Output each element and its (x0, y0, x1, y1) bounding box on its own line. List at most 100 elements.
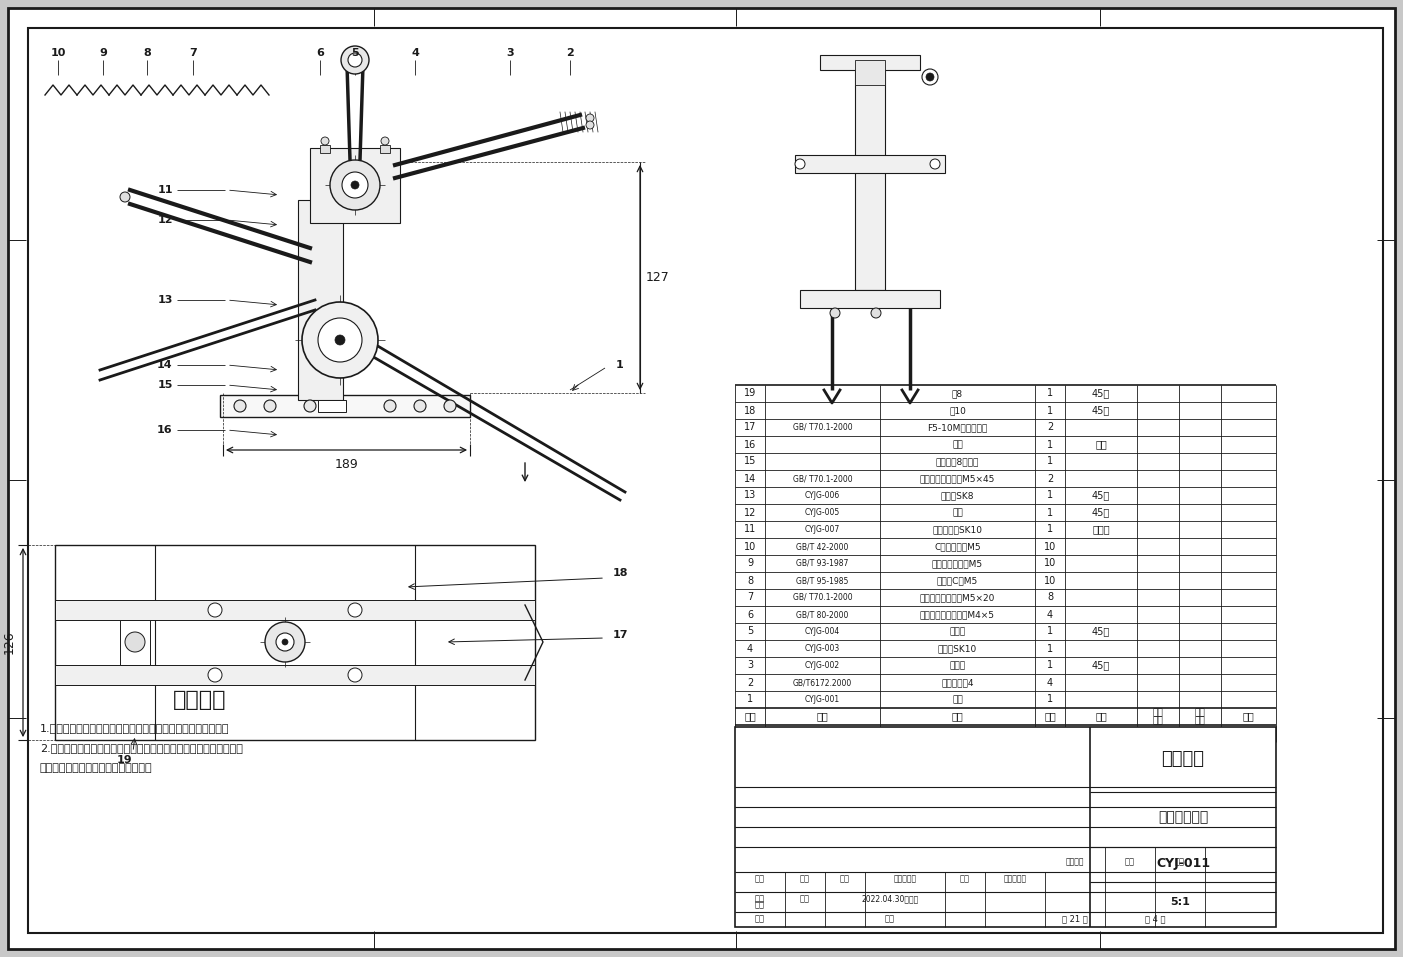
Text: GB/ T70.1-2000: GB/ T70.1-2000 (793, 423, 852, 432)
Text: 5:1: 5:1 (1170, 897, 1190, 907)
Text: 年、月、日: 年、月、日 (1003, 875, 1027, 883)
Text: 2.零件在装配前必须清理和清洗干净，不得有毛刺、飞边、氧化皮、: 2.零件在装配前必须清理和清洗干净，不得有毛刺、飞边、氧化皮、 (41, 743, 243, 753)
Text: 1.零件加工表面上，不应有划痕、擦伤等损伤零件表面的缺陷。: 1.零件加工表面上，不应有划痕、擦伤等损伤零件表面的缺陷。 (41, 723, 230, 733)
Text: 底板: 底板 (953, 440, 962, 449)
Text: 总计: 总计 (1194, 708, 1205, 718)
Circle shape (348, 603, 362, 617)
Text: 5: 5 (351, 48, 359, 58)
Text: 127: 127 (647, 271, 669, 284)
Text: 4: 4 (746, 643, 753, 654)
Text: 单件: 单件 (1153, 708, 1163, 718)
Text: 15: 15 (744, 456, 756, 466)
Text: 1: 1 (1047, 389, 1054, 398)
Text: 18: 18 (744, 406, 756, 415)
Bar (735, 727, 1275, 927)
Text: 45钢: 45钢 (1092, 389, 1110, 398)
Text: 1: 1 (1047, 660, 1054, 671)
Text: 10: 10 (51, 48, 66, 58)
Bar (55, 600, 535, 620)
Text: 8: 8 (746, 575, 753, 586)
Text: 序号: 序号 (744, 711, 756, 722)
Text: 45钢: 45钢 (1092, 406, 1110, 415)
Text: 45钢: 45钢 (1092, 660, 1110, 671)
Circle shape (125, 632, 145, 652)
Bar (318, 400, 347, 412)
Bar (800, 290, 940, 308)
Text: 1: 1 (616, 360, 624, 370)
Text: 共 21 张: 共 21 张 (1062, 915, 1087, 924)
Text: GB/T6172.2000: GB/T6172.2000 (793, 678, 852, 687)
Text: 工艺: 工艺 (755, 915, 765, 924)
Text: GB/ T70.1-2000: GB/ T70.1-2000 (793, 474, 852, 483)
Circle shape (282, 639, 288, 645)
Text: 17: 17 (744, 422, 756, 433)
Text: 3: 3 (746, 660, 753, 671)
Text: GB/T 95-1985: GB/T 95-1985 (797, 576, 849, 585)
Text: 10: 10 (1044, 542, 1056, 551)
Text: 4: 4 (1047, 678, 1054, 687)
Circle shape (318, 318, 362, 362)
Text: 秧叉: 秧叉 (953, 695, 962, 704)
Circle shape (586, 114, 593, 122)
Text: 内六角圆柱头螺钉M5×20: 内六角圆柱头螺钉M5×20 (920, 593, 995, 602)
Text: 颜冲: 颜冲 (800, 895, 810, 903)
Text: 126: 126 (3, 631, 15, 655)
Text: GB/T 42-2000: GB/T 42-2000 (797, 542, 849, 551)
Circle shape (321, 137, 328, 145)
Text: 审核: 审核 (755, 901, 765, 909)
Text: 1: 1 (1047, 491, 1054, 501)
Text: 10: 10 (744, 542, 756, 551)
Text: 10: 10 (1044, 559, 1056, 568)
Circle shape (276, 633, 295, 651)
Bar (380, 145, 390, 153)
Circle shape (871, 308, 881, 318)
Text: 轴承座SK10: 轴承座SK10 (937, 644, 976, 653)
Text: 9: 9 (746, 559, 753, 568)
Text: 19: 19 (744, 389, 756, 398)
Text: 2: 2 (1047, 474, 1054, 483)
Text: 7: 7 (189, 48, 196, 58)
Text: 处数: 处数 (800, 875, 810, 883)
Text: CYJG-002: CYJG-002 (805, 661, 840, 670)
Text: 木材: 木材 (1096, 439, 1107, 450)
Text: 1: 1 (1047, 524, 1054, 535)
Bar (220, 395, 470, 417)
Text: 轴10: 轴10 (948, 406, 965, 415)
Circle shape (121, 192, 130, 202)
Text: CYJG-007: CYJG-007 (805, 525, 840, 534)
Text: 19: 19 (118, 755, 133, 765)
Circle shape (926, 73, 934, 81)
Text: 标准型弹簧垫圈M5: 标准型弹簧垫圈M5 (932, 559, 984, 568)
Text: GB/T 80-2000: GB/T 80-2000 (797, 610, 849, 619)
Text: 设计: 设计 (755, 895, 765, 903)
Bar (819, 55, 920, 70)
Text: 2022.04.30标准化: 2022.04.30标准化 (861, 895, 919, 903)
Text: 更改文件号: 更改文件号 (894, 875, 916, 883)
Text: 平垫圈C级M5: 平垫圈C级M5 (937, 576, 978, 585)
Text: 六角薄螺母4: 六角薄螺母4 (941, 678, 974, 687)
Text: 189: 189 (335, 458, 358, 472)
Circle shape (414, 400, 427, 412)
Text: 握杆: 握杆 (953, 508, 962, 517)
Text: 45钢: 45钢 (1092, 491, 1110, 501)
Text: 15: 15 (157, 380, 173, 390)
Bar (297, 200, 342, 400)
Text: 1: 1 (1047, 643, 1054, 654)
Text: 12: 12 (744, 507, 756, 518)
Text: 铝合金: 铝合金 (1092, 524, 1110, 535)
Text: 10: 10 (1044, 575, 1056, 586)
Circle shape (348, 668, 362, 682)
Text: 7: 7 (746, 592, 753, 603)
Text: 数量: 数量 (1044, 711, 1056, 722)
Bar (854, 70, 885, 290)
Text: 批准: 批准 (885, 915, 895, 924)
Circle shape (208, 668, 222, 682)
Text: 标记: 标记 (755, 875, 765, 883)
Text: 4: 4 (411, 48, 419, 58)
Text: 材料: 材料 (1096, 711, 1107, 722)
Text: 第 4 张: 第 4 张 (1145, 915, 1166, 924)
Text: 12: 12 (157, 215, 173, 225)
Text: 曲柄杆: 曲柄杆 (950, 627, 965, 636)
Text: 分区: 分区 (840, 875, 850, 883)
Circle shape (351, 181, 359, 189)
